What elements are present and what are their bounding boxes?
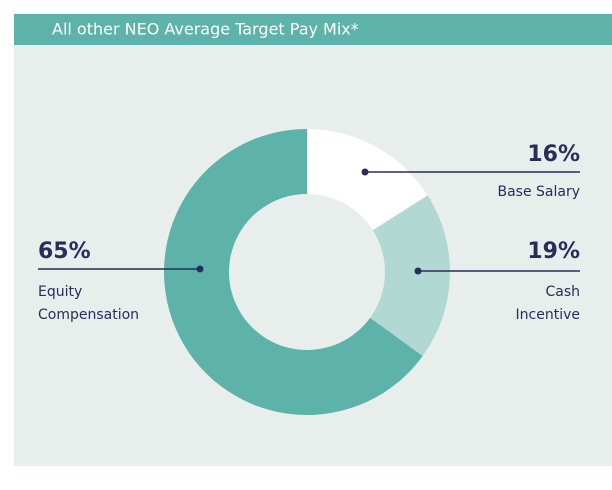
category-label: Incentive [516,307,580,323]
category-label: Cash [545,284,580,300]
value-label: 19% [527,239,580,264]
chart-title: All other NEO Average Target Pay Mix* [52,20,359,39]
title-bar [14,14,612,45]
donut-slice [370,195,450,357]
category-label: Equity [38,284,82,300]
category-label: Compensation [38,307,139,323]
leader-dot [414,267,422,275]
value-label: 16% [527,142,580,167]
value-label: 65% [38,239,91,264]
donut-slice [163,129,423,416]
donut-slice [307,129,428,231]
leader-dot [196,265,204,273]
category-label: Base Salary [497,184,580,200]
leader-dot [361,168,369,176]
